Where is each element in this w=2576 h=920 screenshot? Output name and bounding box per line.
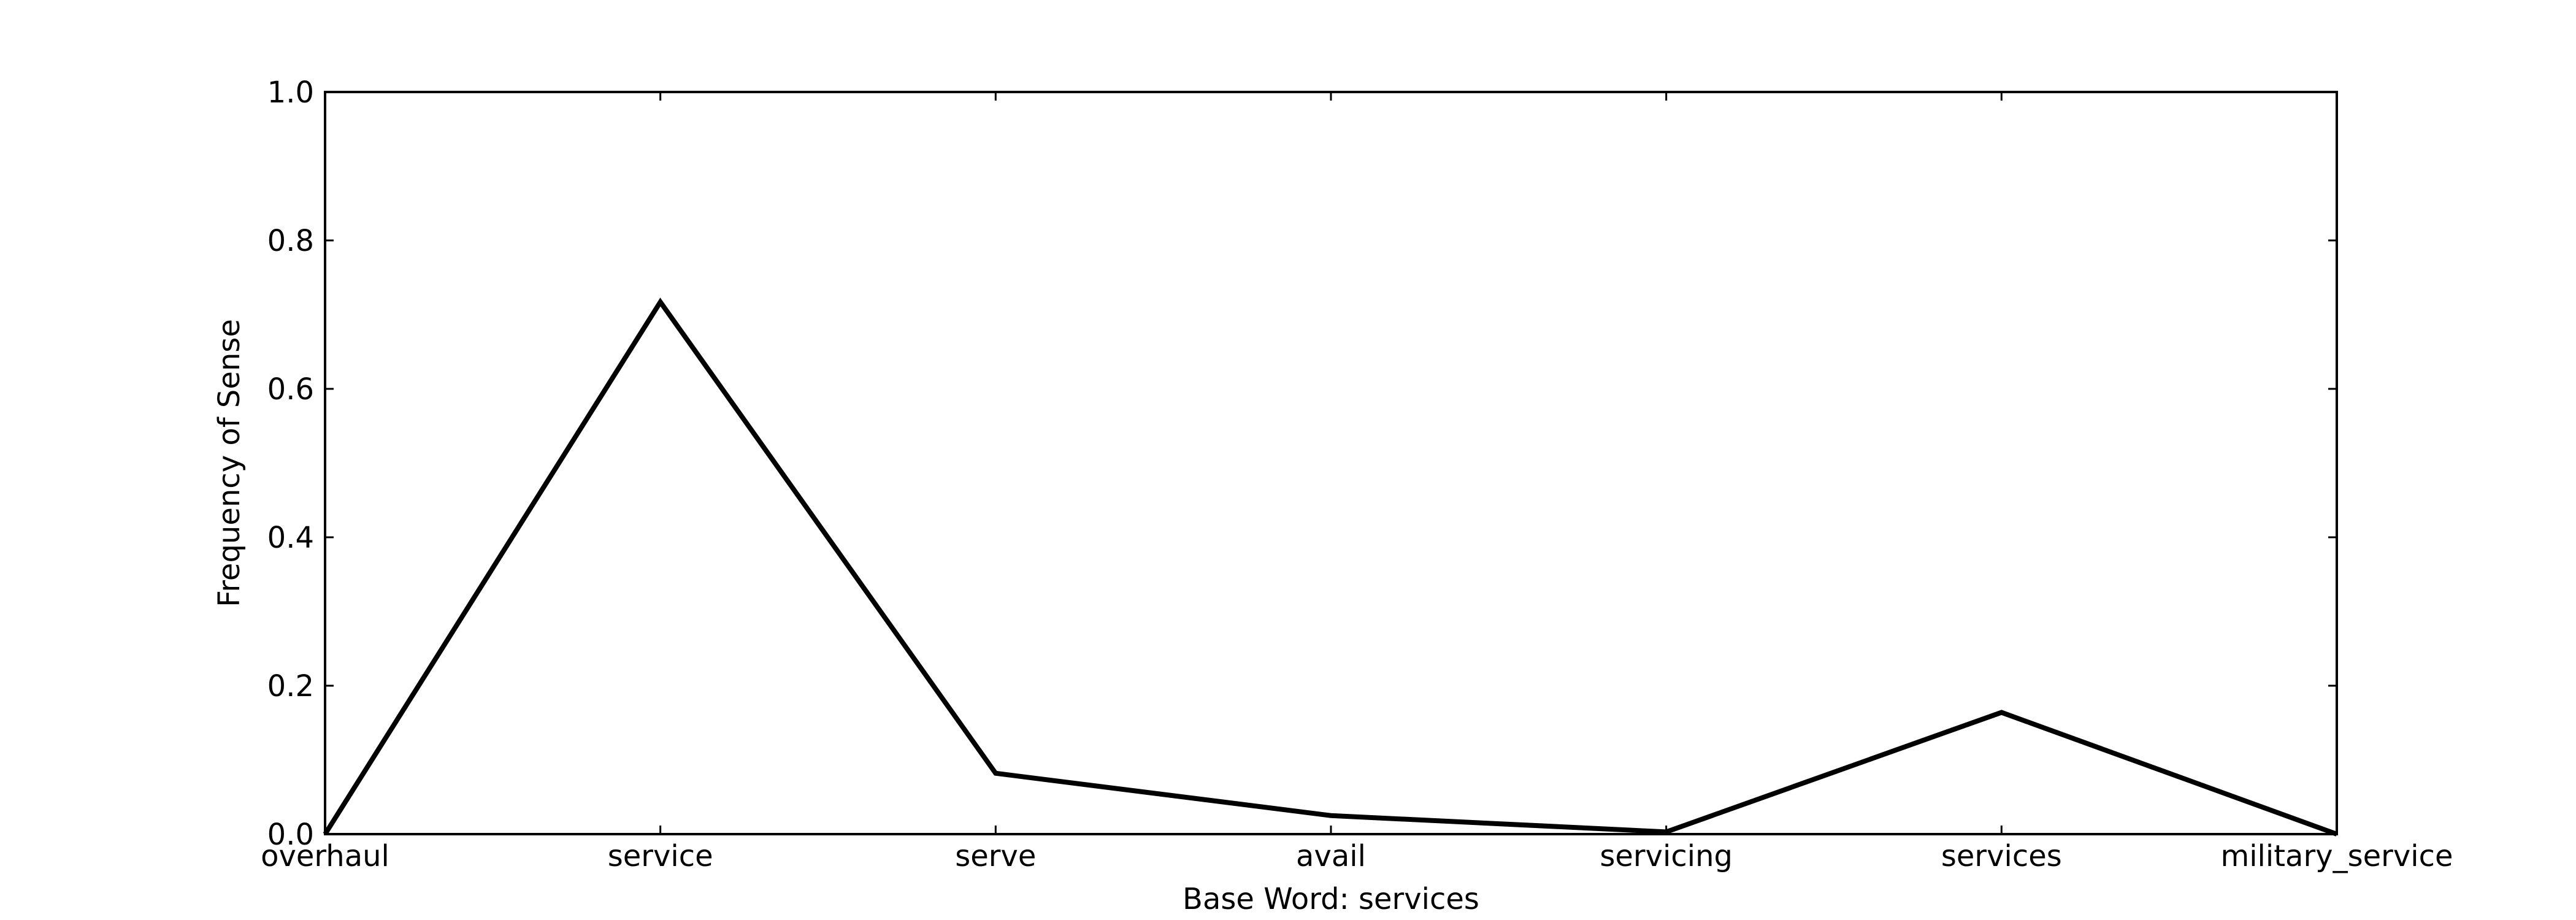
data-point <box>1330 815 1332 816</box>
x-tick-label: service <box>608 839 713 873</box>
x-tick-label: overhaul <box>261 839 389 873</box>
x-axis-title: Base Word: services <box>1183 882 1479 916</box>
y-tick-label: 0.0 <box>267 818 314 852</box>
y-axis-title: Frequency of Sense <box>212 319 247 607</box>
y-tick-label: 1.0 <box>267 75 314 110</box>
x-tick-label: services <box>1941 839 2062 873</box>
y-tick-label: 0.6 <box>267 372 314 407</box>
x-tick-label: serve <box>955 839 1036 873</box>
x-tick-label: servicing <box>1600 839 1733 873</box>
y-tick-label: 0.8 <box>267 224 314 258</box>
series-layer <box>323 297 2338 837</box>
y-tick-label: 0.2 <box>267 669 314 703</box>
x-tick-label: avail <box>1296 839 1366 873</box>
series-line <box>323 297 2338 837</box>
x-tick-label: military_service <box>2220 839 2453 873</box>
labels-layer: 0.0 0.2 0.4 0.6 0.8 1.0 overhaul service serve av… <box>261 75 2453 873</box>
plot-frame <box>324 91 2338 835</box>
y-tick-label: 0.4 <box>267 521 314 555</box>
data-point <box>2001 712 2002 713</box>
